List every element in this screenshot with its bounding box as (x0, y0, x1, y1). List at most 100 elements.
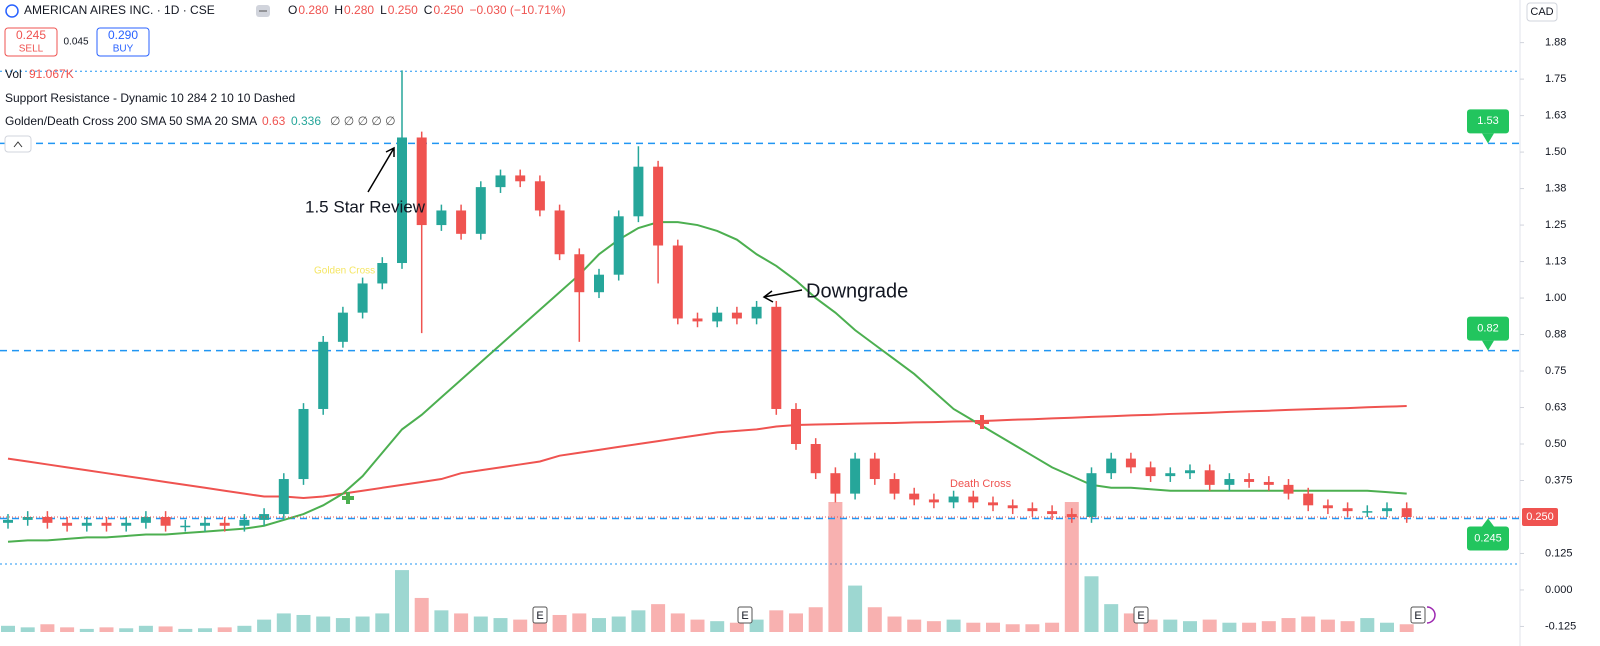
volume-bar (789, 613, 803, 632)
y-tick-label: -0.125 (1545, 620, 1576, 632)
volume-bar (335, 618, 350, 632)
earnings-box (1410, 606, 1426, 624)
plot: 1.53 0.82 0.245 (0, 70, 1520, 632)
candle-body (751, 306, 762, 319)
candle-body (397, 137, 407, 264)
candle-body (889, 479, 900, 494)
buy-button[interactable] (96, 27, 150, 57)
volume-bar (946, 619, 961, 632)
collapse-button[interactable] (4, 135, 32, 153)
y-tick-label: 1.00 (1545, 292, 1566, 304)
volume-bar (1380, 622, 1394, 632)
candle-body (81, 522, 92, 526)
volume-bar (434, 610, 449, 632)
y-tick-label: 1.25 (1545, 219, 1566, 231)
ohlc-value: 0.250 (433, 3, 463, 17)
sell-button[interactable] (4, 27, 58, 57)
volume-bar (867, 607, 882, 632)
candle-body (554, 210, 565, 255)
golden-cross-marker (342, 492, 354, 504)
candle-body (121, 522, 132, 526)
annotation: Downgrade (806, 280, 908, 302)
volume-bar (1360, 618, 1375, 632)
volume-bar (1064, 502, 1079, 632)
candle-body (1382, 508, 1392, 512)
y-tick-label: 1.63 (1545, 110, 1566, 122)
candle-body (1106, 458, 1117, 474)
currency-box[interactable] (1526, 2, 1558, 22)
indicator-value: 0.336 (291, 114, 321, 128)
y-tick-label: 0.63 (1545, 401, 1566, 413)
candle-body (1322, 505, 1333, 509)
volume-bar (1202, 619, 1217, 632)
candle-body (534, 181, 545, 211)
candle-body (1165, 473, 1176, 477)
candle-body (594, 274, 604, 293)
candle-body (1342, 508, 1353, 512)
candle-body (692, 318, 703, 322)
annotation: 1.5 Star Review (305, 197, 426, 216)
change: −0.030 (−10.71%) (470, 3, 566, 17)
candle-body (1283, 484, 1294, 494)
candle-body (318, 341, 329, 409)
y-tick-label: 1.88 (1545, 37, 1566, 49)
y-tick-label: 0.000 (1545, 584, 1573, 596)
currency: CAD (1530, 6, 1553, 18)
candle-body (1086, 473, 1097, 517)
volume-bar (907, 619, 922, 632)
indicator-cross: Golden/Death Cross 200 SMA 50 SMA 20 SMA (5, 114, 257, 128)
ohlc-value: 0.250 (388, 3, 418, 17)
candle-body (140, 516, 151, 523)
ohlc-key: O (288, 3, 297, 17)
volume-bar (592, 618, 606, 632)
candle-body (436, 210, 447, 226)
ohlc-key: H (334, 3, 343, 17)
earnings-marker: E (1414, 610, 1421, 622)
volume-bar (1242, 622, 1257, 632)
volume-bar (493, 618, 508, 632)
volume-bar (198, 628, 212, 632)
candle-body (416, 137, 427, 226)
candle-body (200, 522, 210, 526)
volume-bar (1163, 619, 1178, 632)
indicator-value: ∅ ∅ ∅ ∅ ∅ (330, 114, 396, 128)
volume-bar (138, 625, 153, 632)
volume-bar (1183, 621, 1197, 632)
candle-body (613, 216, 624, 275)
y-tick-label: 1.50 (1545, 146, 1566, 158)
volume-bar (749, 619, 764, 632)
volume-bar (1340, 621, 1355, 632)
candle-body (869, 458, 880, 480)
earnings-box (1133, 606, 1149, 624)
volume-value: 91.067K (29, 67, 74, 81)
volume-bar (375, 613, 390, 632)
volume-bar (1320, 619, 1335, 632)
candle-body (515, 175, 526, 182)
moving-average (7, 221, 1407, 543)
volume-bar (158, 626, 173, 632)
y-tick-label: 1.38 (1545, 182, 1566, 194)
ohlc: O 0.280 H 0.280 L 0.250 C 0.250 −0.030 (−10.71%) (288, 3, 566, 17)
volume-bar (20, 627, 35, 632)
candle-body (1204, 470, 1215, 485)
volume-bar (552, 614, 567, 632)
arrow (762, 289, 803, 303)
candle-body (712, 312, 723, 322)
candle-body (357, 283, 368, 313)
sell-price: 0.245 (16, 28, 46, 42)
candle-body (62, 522, 73, 526)
moving-average (7, 405, 1407, 500)
candle-body (180, 525, 191, 528)
price-label: 0.250 (1526, 511, 1554, 523)
candle-body (1401, 508, 1412, 517)
volume-bar (40, 624, 55, 632)
buy-label: BUY (113, 44, 134, 55)
volume-bar (296, 614, 311, 632)
level-label: 1.53 (1477, 115, 1498, 127)
volume-bar (79, 628, 94, 632)
candle-body (988, 502, 998, 506)
volume-bar (1025, 624, 1040, 632)
volume-bar (99, 627, 114, 632)
